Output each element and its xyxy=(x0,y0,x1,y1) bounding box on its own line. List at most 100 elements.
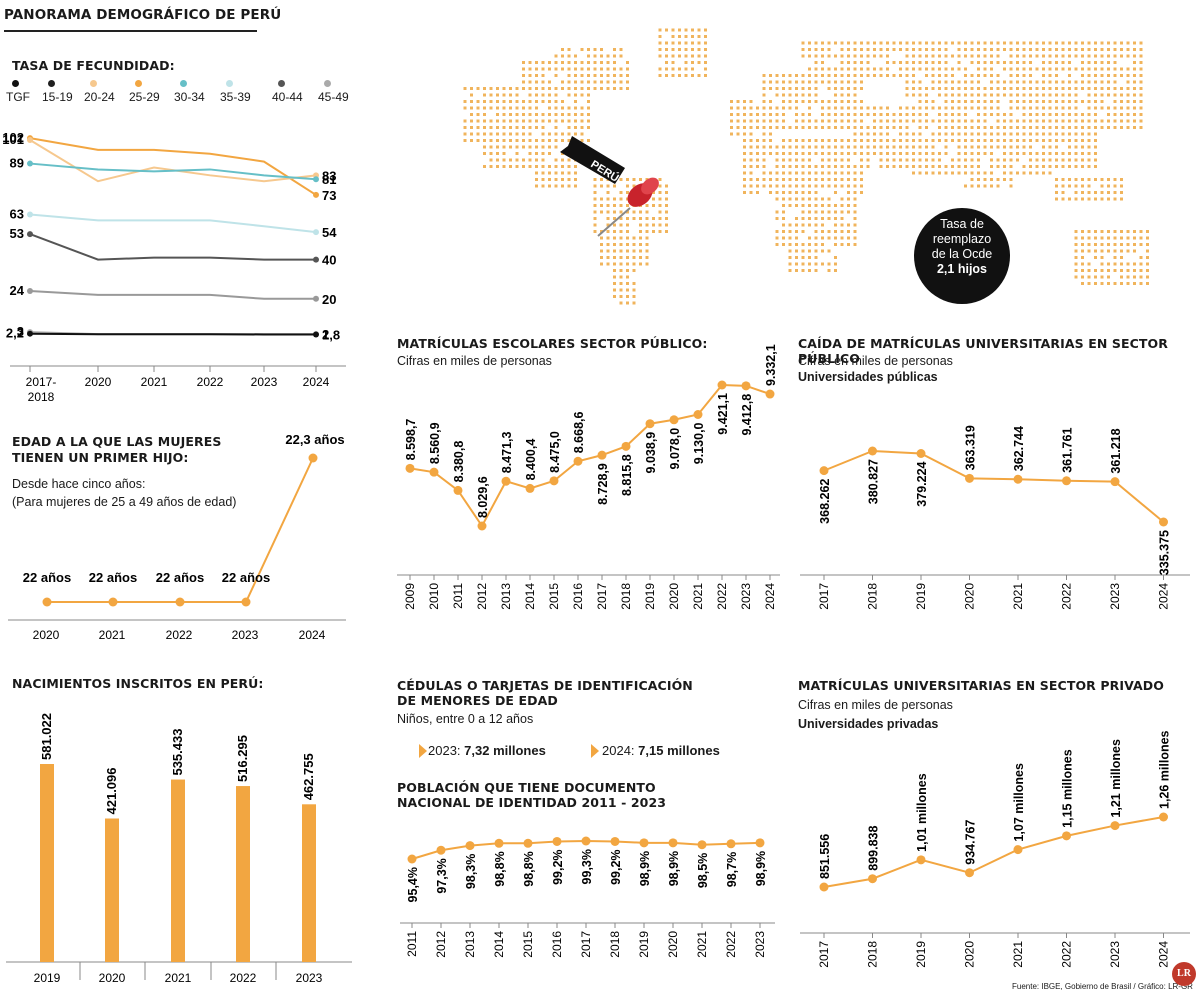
map-dot xyxy=(502,113,506,116)
map-dot xyxy=(964,100,967,103)
map-dot xyxy=(1113,178,1117,181)
map-dot xyxy=(814,41,818,45)
map-dot xyxy=(840,61,844,64)
map-dot xyxy=(814,197,818,201)
map-dot xyxy=(626,230,629,233)
map-dot xyxy=(873,119,876,123)
map-dot xyxy=(931,87,935,90)
map-dot xyxy=(678,67,681,71)
map-dot xyxy=(522,165,525,168)
map-dot xyxy=(619,204,623,207)
map-dot xyxy=(483,93,486,97)
map-dot xyxy=(658,210,662,214)
map-dot xyxy=(775,145,779,149)
map-dot xyxy=(1042,152,1045,155)
map-dot xyxy=(1107,230,1110,233)
map-dot xyxy=(821,210,824,214)
map-dot xyxy=(905,165,909,168)
map-dot xyxy=(1022,119,1026,123)
map-dot xyxy=(626,61,629,64)
map-dot xyxy=(1081,139,1084,142)
map-dot xyxy=(944,106,948,110)
map-dot xyxy=(964,119,967,123)
map-dot xyxy=(1029,126,1032,129)
peru-flag xyxy=(560,136,625,184)
univ-publica-subtitle: Cifras en miles de personas xyxy=(798,354,953,368)
map-dot xyxy=(1120,230,1123,233)
map-dot xyxy=(892,152,896,155)
map-dot xyxy=(762,74,766,77)
map-dot xyxy=(574,126,577,129)
map-dot xyxy=(606,262,610,266)
map-dot xyxy=(1003,80,1006,84)
map-dot xyxy=(788,236,792,240)
map-dot xyxy=(886,74,889,77)
map-dot xyxy=(918,100,922,103)
map-dot xyxy=(736,106,740,110)
map-dot xyxy=(977,165,980,168)
data-label: 8.815,8 xyxy=(620,454,634,496)
map-dot xyxy=(1048,126,1052,129)
map-dot xyxy=(1022,145,1026,149)
map-dot xyxy=(1055,48,1058,51)
x-tick-label: 2017 xyxy=(817,941,831,968)
map-dot xyxy=(535,80,538,84)
map-dot xyxy=(827,100,831,103)
map-dot xyxy=(801,249,805,253)
map-dot xyxy=(990,139,993,142)
map-dot xyxy=(964,139,967,142)
x-tick-label: 2020 xyxy=(963,941,977,968)
map-dot xyxy=(665,223,668,227)
map-dot xyxy=(860,178,863,181)
map-dot xyxy=(970,139,974,142)
map-dot xyxy=(639,178,642,181)
data-label: 8.560,9 xyxy=(428,422,442,464)
map-dot xyxy=(762,119,766,123)
map-dot xyxy=(834,87,837,90)
map-dot xyxy=(938,119,941,123)
map-dot xyxy=(827,139,831,142)
map-dot xyxy=(775,184,779,188)
map-dot xyxy=(632,249,636,253)
map-dot xyxy=(827,126,831,129)
data-label: 98,9% xyxy=(754,851,768,886)
map-dot xyxy=(1016,152,1019,155)
map-dot xyxy=(548,171,551,175)
map-dot xyxy=(1094,132,1097,136)
map-dot xyxy=(1100,61,1104,64)
map-dot xyxy=(814,61,818,64)
map-dot xyxy=(1087,113,1091,116)
map-dot xyxy=(801,54,805,58)
map-dot xyxy=(879,106,883,110)
map-dot xyxy=(899,113,902,116)
series-end-label: 40 xyxy=(322,253,336,268)
map-dot xyxy=(847,74,850,77)
data-label: 934.767 xyxy=(964,820,978,865)
map-dot xyxy=(619,67,623,71)
legend-label: 35-39 xyxy=(220,90,251,104)
map-dot xyxy=(665,74,668,77)
map-dot xyxy=(1081,230,1084,233)
bar-value-label: 421.096 xyxy=(104,767,119,814)
map-dot xyxy=(814,126,818,129)
series-start-label: 101 xyxy=(2,132,24,147)
map-dot xyxy=(1068,184,1071,188)
map-dot xyxy=(743,126,746,129)
map-dot xyxy=(788,249,792,253)
map-dot xyxy=(1087,230,1091,233)
map-dot xyxy=(977,93,980,97)
series-start-dot xyxy=(27,231,33,238)
map-dot xyxy=(892,48,896,51)
map-dot xyxy=(619,87,623,90)
x-tick-label: 2023 xyxy=(251,375,278,389)
map-dot xyxy=(684,48,688,51)
data-point xyxy=(405,463,415,473)
map-dot xyxy=(528,113,532,116)
map-dot xyxy=(866,165,870,168)
map-dot xyxy=(1126,119,1130,123)
data-label: 8.598,7 xyxy=(404,419,418,461)
map-dot xyxy=(522,100,525,103)
map-dot xyxy=(528,100,532,103)
map-dot xyxy=(567,93,571,97)
map-dot xyxy=(977,41,980,45)
